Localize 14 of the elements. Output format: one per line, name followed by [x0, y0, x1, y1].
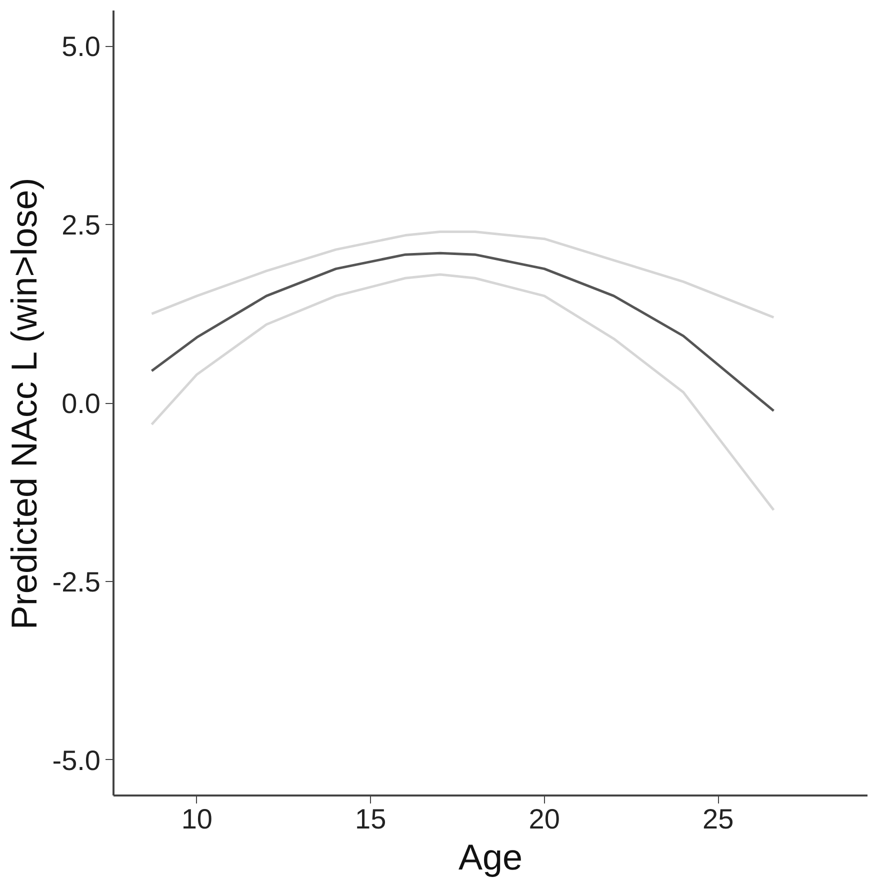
- line-series: [150, 252, 775, 412]
- x-axis-title: Age: [458, 836, 523, 878]
- y-axis-title: Predicted NAcc L (win>lose): [3, 178, 44, 630]
- x-tick-label: 25: [702, 804, 734, 834]
- y-tick-label: 2.5: [62, 210, 101, 241]
- x-tick-label: 20: [528, 804, 560, 834]
- y-tick-label: 0.0: [62, 388, 101, 419]
- line-series: [150, 230, 775, 319]
- y-tick-label: -5.0: [52, 744, 100, 776]
- y-tick-label: 5.0: [62, 31, 101, 62]
- x-tick-label: 10: [181, 804, 212, 834]
- y-tick-label: -2.5: [52, 566, 100, 598]
- line-series: [150, 273, 775, 512]
- x-tick-label: 15: [355, 804, 386, 834]
